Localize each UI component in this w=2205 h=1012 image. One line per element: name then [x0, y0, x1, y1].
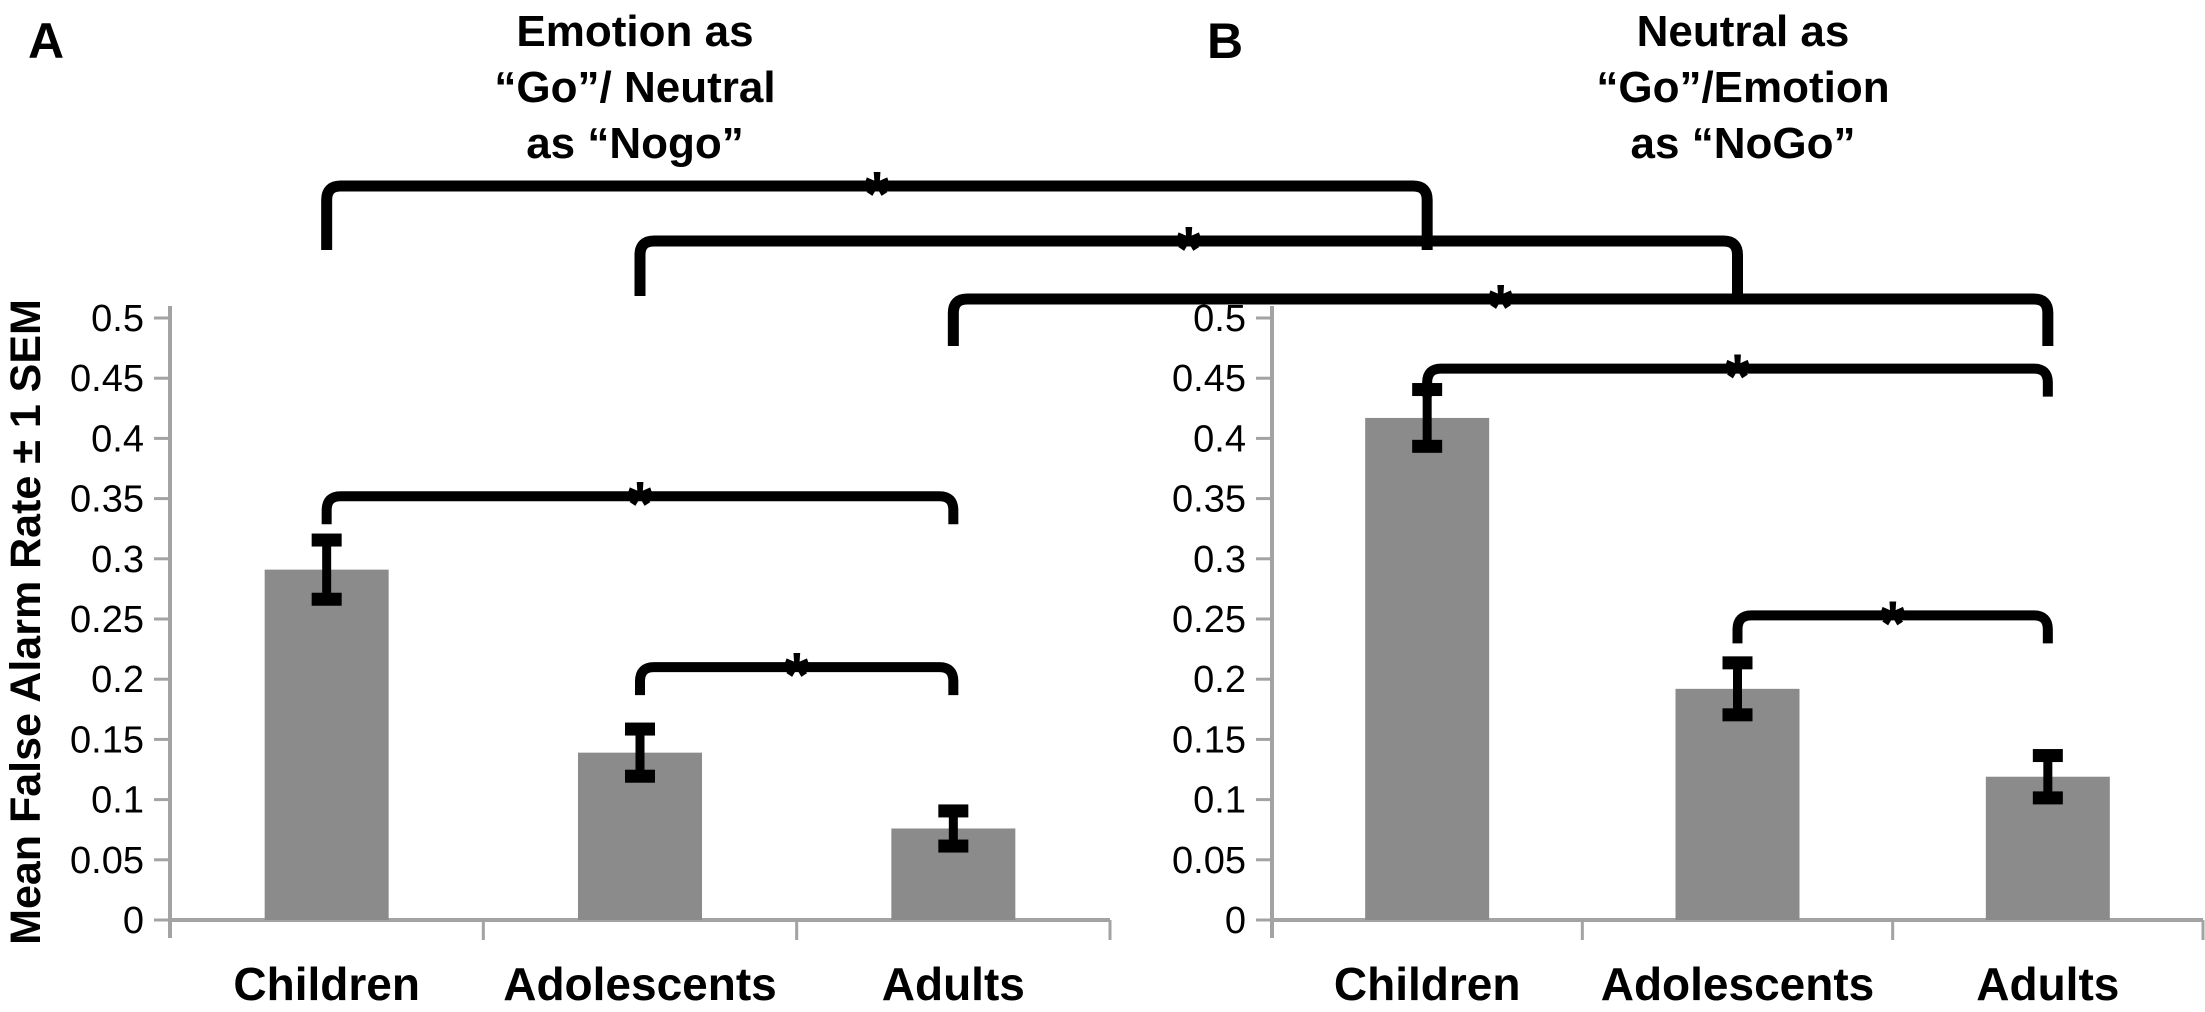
- y-tick-label: 0.45: [1172, 358, 1246, 400]
- y-tick-label: 0.1: [91, 780, 144, 822]
- significance-asterisk: *: [864, 158, 889, 230]
- significance-asterisk: *: [1725, 341, 1750, 413]
- x-category-label: Adults: [882, 958, 1025, 1007]
- y-tick-label: 0.4: [91, 418, 144, 460]
- bar-adolescents: [1675, 688, 1800, 920]
- y-tick-label: 0.35: [70, 479, 144, 521]
- x-category-label: Adolescents: [503, 958, 777, 1007]
- y-tick-label: 0.15: [1172, 719, 1246, 761]
- panel-title-line: “Go”/ Neutral: [494, 63, 775, 112]
- y-tick-label: 0.45: [70, 358, 144, 400]
- panel-title-line: as “Nogo”: [526, 119, 744, 168]
- error-bar-cap-bottom: [938, 839, 969, 853]
- y-tick-label: 0: [123, 900, 144, 942]
- bar-children: [1365, 417, 1490, 920]
- x-category-label: Adolescents: [1601, 958, 1875, 1007]
- error-bar-cap-top: [625, 722, 655, 736]
- y-tick-label: 0.4: [1193, 418, 1246, 460]
- y-tick-label: 0.2: [1193, 659, 1246, 701]
- y-tick-label: 0.5: [1193, 298, 1246, 340]
- error-bar-cap-bottom: [2032, 791, 2063, 805]
- x-category-label: Children: [1334, 958, 1521, 1007]
- y-axis-title: Mean False Alarm Rate ± 1 SEM: [2, 299, 50, 945]
- significance-bracket: [635, 662, 959, 696]
- cross-panel-significance-bracket: [321, 180, 1433, 250]
- panel-title-line: Neutral as: [1637, 7, 1850, 56]
- y-tick-label: 0.35: [1172, 479, 1246, 521]
- error-bar-cap-bottom: [1412, 439, 1443, 453]
- significance-bracket: [1422, 363, 2053, 397]
- error-bar-cap-top: [938, 804, 969, 818]
- significance-asterisk: *: [628, 468, 653, 540]
- y-tick-label: 0: [1225, 900, 1246, 942]
- significance-asterisk: *: [1488, 271, 1513, 343]
- cross-panel-significance-bracket: [947, 293, 2054, 346]
- error-bar-cap-top: [311, 533, 342, 547]
- y-tick-label: 0.3: [91, 539, 144, 581]
- y-tick-label: 0.1: [1193, 780, 1246, 822]
- y-tick-label: 0.25: [1172, 599, 1246, 641]
- error-bar-cap-bottom: [625, 769, 655, 783]
- error-bar-cap-top: [2032, 749, 2063, 763]
- y-tick-label: 0.2: [91, 659, 144, 701]
- x-category-label: Children: [233, 958, 420, 1007]
- panel-a: A Emotion as “Go”/ Neutral as “Nogo” 0 0.05 0.…: [28, 7, 1112, 1010]
- cross-panel-significance-bracket: [634, 235, 1743, 296]
- y-tick-label: 0.05: [1172, 840, 1246, 882]
- panel-b: B Neutral as “Go”/Emotion as “NoGo” 0 0.05 0.1…: [1172, 7, 2205, 1010]
- y-tick-label: 0.3: [1193, 539, 1246, 581]
- y-tick-label: 0.25: [70, 599, 144, 641]
- y-tick-label: 0.05: [70, 840, 144, 882]
- panel-title-line: “Go”/Emotion: [1596, 63, 1889, 112]
- significance-asterisk: *: [784, 639, 809, 711]
- panel-letter-a: A: [28, 13, 64, 69]
- y-tick-label: 0.15: [70, 719, 144, 761]
- error-bar-cap-bottom: [1722, 708, 1753, 722]
- x-category-label: Adults: [1976, 958, 2119, 1007]
- bar-children: [264, 569, 389, 920]
- significance-asterisk: *: [1880, 587, 1905, 659]
- panel-title-line: Emotion as: [516, 7, 753, 56]
- significance-bracket: [321, 491, 959, 525]
- error-bar-cap-top: [1722, 656, 1753, 670]
- significance-asterisk: *: [1176, 213, 1201, 285]
- significance-bracket: [1732, 610, 2053, 644]
- error-bar-cap-bottom: [311, 592, 342, 606]
- panel-title-line: as “NoGo”: [1631, 119, 1856, 168]
- panel-letter-b: B: [1207, 13, 1243, 69]
- y-tick-label: 0.5: [91, 298, 144, 340]
